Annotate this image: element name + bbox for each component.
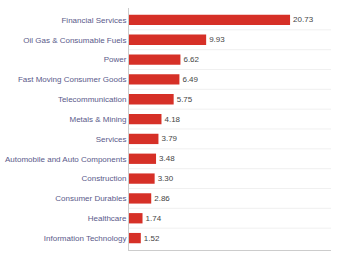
svg-text:Healthcare: Healthcare (88, 214, 127, 223)
svg-text:Telecommunication: Telecommunication (58, 95, 126, 104)
svg-text:6.49: 6.49 (182, 75, 198, 84)
svg-text:Construction: Construction (81, 174, 126, 183)
svg-text:Power: Power (104, 55, 127, 64)
svg-text:Services: Services (96, 135, 127, 144)
svg-text:5.75: 5.75 (177, 95, 193, 104)
svg-text:Information Technology: Information Technology (44, 234, 127, 243)
svg-text:3.48: 3.48 (159, 154, 175, 163)
svg-text:1.74: 1.74 (146, 214, 162, 223)
svg-text:20.73: 20.73 (293, 15, 314, 24)
svg-text:4.18: 4.18 (164, 115, 180, 124)
svg-text:Metals & Mining: Metals & Mining (69, 115, 126, 124)
svg-text:2.86: 2.86 (154, 194, 170, 203)
svg-text:Oil Gas & Consumable Fuels: Oil Gas & Consumable Fuels (23, 36, 126, 45)
svg-text:6.62: 6.62 (183, 55, 199, 64)
svg-text:1.52: 1.52 (144, 234, 160, 243)
svg-text:3.79: 3.79 (161, 134, 177, 143)
svg-text:9.93: 9.93 (209, 35, 225, 44)
svg-text:Consumer Durables: Consumer Durables (55, 194, 126, 203)
svg-text:Financial Services: Financial Services (61, 16, 126, 25)
svg-text:Automobile and Auto Components: Automobile and Auto Components (5, 155, 126, 164)
svg-text:Fast Moving Consumer Goods: Fast Moving Consumer Goods (18, 75, 127, 84)
svg-text:3.30: 3.30 (158, 174, 174, 183)
